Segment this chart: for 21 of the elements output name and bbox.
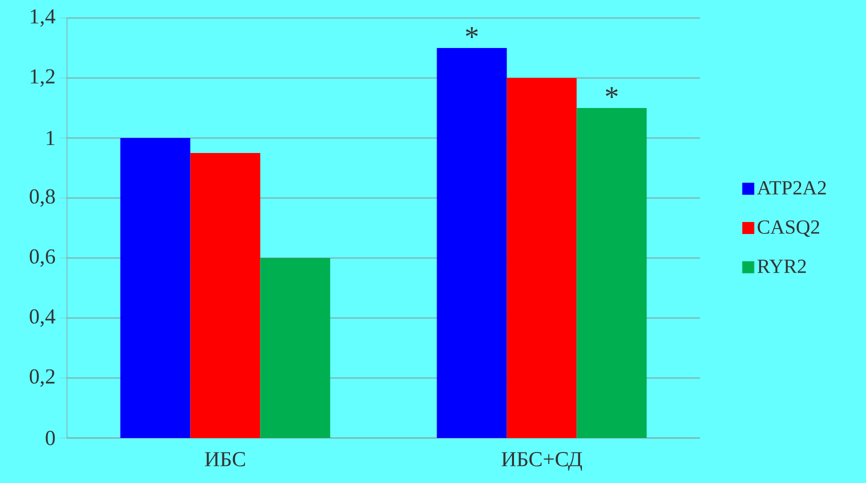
y-tick-label: 0,2	[30, 369, 54, 387]
y-tick-label: 0,6	[30, 249, 55, 267]
bar	[190, 152, 260, 438]
bar	[260, 258, 330, 438]
x-tick-label: ИБС	[204, 452, 245, 466]
bar	[120, 138, 190, 438]
annotation: *	[466, 27, 478, 38]
y-tick-label: 1,4	[30, 9, 56, 27]
bar	[576, 108, 647, 438]
y-tick-label: 1	[46, 130, 54, 146]
legend-label: CASQ2	[758, 220, 820, 237]
x-tick-label: ИБС+СД	[502, 452, 582, 471]
bar	[436, 48, 507, 438]
y-tick-label: 0,4	[30, 309, 56, 327]
y-tick-label: 0,8	[30, 189, 55, 207]
annotation: *	[606, 87, 618, 98]
legend-label: ATP2A2	[757, 181, 826, 194]
legend-label: RYR2	[758, 260, 806, 273]
y-tick-label: 1,2	[30, 69, 54, 87]
bar	[506, 78, 577, 438]
y-tick-label: 0	[46, 430, 55, 446]
